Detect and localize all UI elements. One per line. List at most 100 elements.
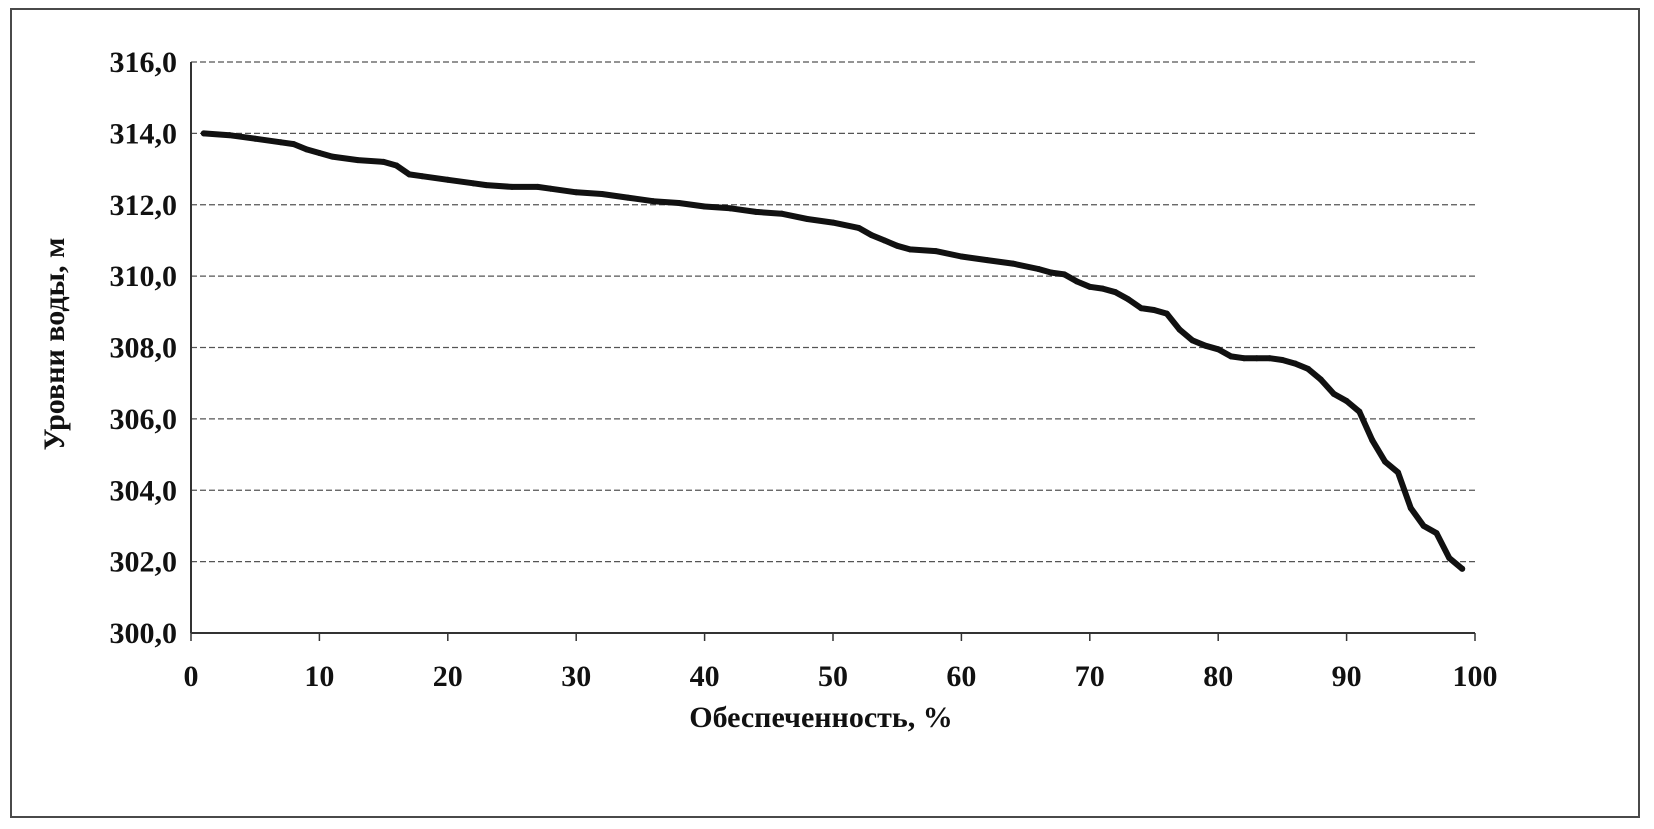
data-point xyxy=(1176,326,1183,333)
data-point xyxy=(226,132,233,139)
data-point xyxy=(881,237,888,244)
data-point xyxy=(547,185,554,192)
data-point xyxy=(1073,278,1080,285)
data-point xyxy=(509,183,515,190)
data-point xyxy=(1369,437,1376,444)
y-tick-label: 316,0 xyxy=(110,46,178,79)
y-tick-label: 308,0 xyxy=(110,332,178,365)
data-point xyxy=(1292,360,1299,367)
data-point xyxy=(290,141,297,148)
data-point xyxy=(380,158,387,165)
data-point xyxy=(1305,365,1312,372)
data-point xyxy=(1048,269,1055,276)
data-point xyxy=(1112,289,1119,296)
data-point xyxy=(1279,356,1286,363)
x-axis-title: Обеспеченность, % xyxy=(689,701,953,734)
data-point xyxy=(868,232,875,239)
data-point xyxy=(1433,530,1440,537)
data-point xyxy=(1086,283,1093,290)
data-point xyxy=(907,246,914,253)
data-point xyxy=(1459,565,1466,572)
y-tick-label: 310,0 xyxy=(110,260,178,293)
data-point xyxy=(894,242,901,249)
x-tick-label: 60 xyxy=(946,660,976,693)
data-point xyxy=(1163,310,1170,317)
grid-layer xyxy=(191,61,1475,563)
data-point xyxy=(303,146,310,153)
y-tick-label: 306,0 xyxy=(110,403,178,436)
x-tick-label: 90 xyxy=(1332,660,1362,693)
data-point xyxy=(958,253,965,260)
data-point xyxy=(830,219,836,226)
data-point xyxy=(1009,260,1016,267)
x-tick-label: 80 xyxy=(1203,660,1233,693)
x-tick-label: 20 xyxy=(433,660,463,693)
data-point xyxy=(1215,346,1222,353)
data-point xyxy=(573,189,580,196)
data-point xyxy=(804,216,811,223)
data-point xyxy=(393,162,400,169)
data-point xyxy=(316,150,323,157)
x-tick-label: 0 xyxy=(184,660,199,693)
data-point xyxy=(984,257,991,264)
data-point xyxy=(1266,355,1273,362)
data-point xyxy=(483,182,490,189)
x-tick-label: 30 xyxy=(561,660,591,693)
data-point xyxy=(1382,458,1389,465)
data-point xyxy=(252,135,259,142)
series-line xyxy=(200,130,1466,572)
y-axis-title: Уровни воды, м xyxy=(38,238,71,451)
series-layer xyxy=(200,130,1466,572)
data-point xyxy=(1446,555,1453,562)
data-point xyxy=(675,199,682,206)
data-point xyxy=(598,191,605,198)
data-point xyxy=(1125,296,1132,303)
data-point xyxy=(1343,398,1350,405)
data-point xyxy=(1356,408,1363,415)
x-tick-label: 10 xyxy=(304,660,334,693)
data-point xyxy=(778,210,785,217)
ticks-layer: 300,0 302,0 304,0 306,0 308,0 310,0 312,0 314,0… xyxy=(110,46,1498,693)
y-tick-label: 304,0 xyxy=(110,474,178,507)
data-point xyxy=(1228,353,1235,360)
data-point xyxy=(1253,355,1260,362)
data-point xyxy=(1189,337,1196,344)
data-point xyxy=(727,205,734,212)
data-point xyxy=(1151,307,1157,314)
y-tick-label: 314,0 xyxy=(110,117,178,150)
x-tick-label: 100 xyxy=(1453,660,1498,693)
data-point xyxy=(624,194,631,201)
y-tick-label: 302,0 xyxy=(110,546,178,579)
data-point xyxy=(1035,265,1042,272)
axes-layer xyxy=(190,62,1476,641)
x-tick-label: 70 xyxy=(1075,660,1105,693)
data-point xyxy=(1240,355,1247,362)
data-point xyxy=(329,153,336,160)
data-point xyxy=(1420,522,1427,529)
data-point xyxy=(444,176,451,183)
x-tick-label: 40 xyxy=(690,660,720,693)
data-point xyxy=(1394,469,1401,476)
data-point xyxy=(650,198,657,205)
data-point xyxy=(354,157,361,164)
data-point xyxy=(534,183,541,190)
data-point xyxy=(1061,271,1068,278)
data-point xyxy=(1099,285,1106,292)
data-point xyxy=(701,203,708,210)
data-point xyxy=(1317,376,1324,383)
data-point xyxy=(855,224,862,231)
data-point xyxy=(752,208,759,215)
data-point xyxy=(419,173,426,180)
x-tick-label: 50 xyxy=(818,660,848,693)
data-point xyxy=(1138,305,1145,312)
data-point xyxy=(1202,342,1209,349)
data-point xyxy=(1330,390,1337,397)
y-tick-label: 300,0 xyxy=(110,617,178,650)
y-tick-label: 312,0 xyxy=(110,189,178,222)
data-point xyxy=(277,139,284,146)
data-point xyxy=(200,130,207,137)
data-point xyxy=(470,180,477,187)
data-point xyxy=(406,171,413,178)
data-point xyxy=(1407,505,1414,512)
